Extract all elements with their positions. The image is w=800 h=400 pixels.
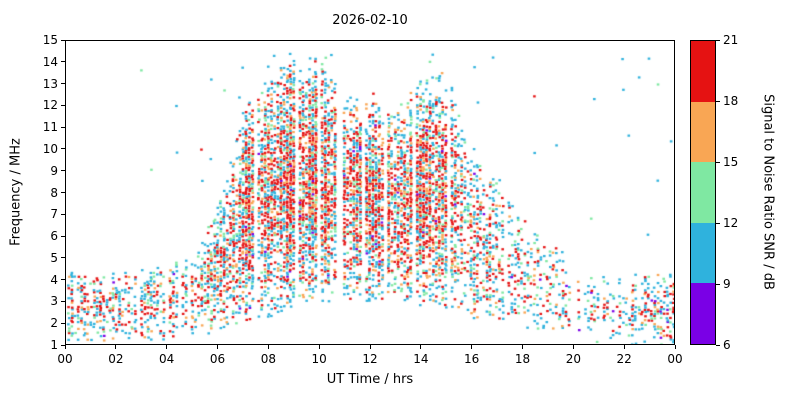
x-tick-label: 22 — [616, 352, 632, 366]
y-tick-mark — [61, 279, 65, 281]
colorbar-tick-label: 6 — [723, 338, 731, 352]
y-tick-label: 10 — [42, 141, 58, 156]
y-tick-mark — [61, 300, 65, 302]
colorbar-segment-purple — [691, 283, 715, 344]
y-tick-label: 14 — [42, 54, 58, 69]
x-tick-mark — [64, 345, 66, 349]
x-tick-label: 02 — [108, 352, 124, 366]
colorbar-tick-label: 9 — [723, 277, 731, 291]
y-axis-label: Frequency / MHz — [8, 138, 24, 246]
colorbar-tick-mark — [716, 344, 720, 346]
y-tick-label: 1 — [50, 338, 58, 352]
y-tick-mark — [61, 344, 65, 346]
x-tick-label: 20 — [565, 352, 581, 366]
colorbar-tick-label: 21 — [723, 33, 739, 47]
y-tick-mark — [61, 104, 65, 106]
y-tick-mark — [61, 170, 65, 172]
y-tick-label: 6 — [50, 229, 58, 244]
x-tick-label: 00 — [57, 352, 73, 366]
chart-title: 2026-02-10 — [332, 13, 408, 28]
y-tick-label: 7 — [50, 207, 58, 222]
x-tick-label: 08 — [260, 352, 276, 366]
x-tick-mark — [267, 345, 269, 349]
x-tick-mark — [318, 345, 320, 349]
y-tick-label: 11 — [42, 120, 58, 135]
x-tick-mark — [420, 345, 422, 349]
colorbar-segment-red — [691, 41, 715, 102]
y-tick-label: 8 — [50, 185, 58, 200]
y-tick-mark — [61, 61, 65, 63]
colorbar-tick-label: 15 — [723, 155, 739, 169]
colorbar-tick-mark — [716, 161, 720, 163]
y-tick-label: 15 — [42, 33, 58, 47]
scatter-points-canvas — [66, 41, 674, 344]
colorbar-segment-orange — [691, 101, 715, 163]
y-tick-label: 13 — [42, 76, 58, 91]
x-tick-label: 14 — [413, 352, 429, 366]
y-tick-label: 4 — [50, 272, 58, 287]
colorbar-tick-mark — [716, 283, 720, 285]
x-tick-mark — [115, 345, 117, 349]
x-tick-mark — [674, 345, 676, 349]
y-tick-label: 5 — [50, 250, 58, 265]
y-tick-mark — [61, 235, 65, 237]
x-tick-label: 16 — [464, 352, 480, 366]
x-tick-label: 12 — [362, 352, 378, 366]
x-tick-mark — [369, 345, 371, 349]
x-tick-label: 00 — [667, 352, 683, 366]
y-tick-label: 2 — [50, 316, 58, 331]
x-tick-label: 04 — [159, 352, 175, 366]
y-tick-mark — [61, 257, 65, 259]
y-tick-label: 12 — [42, 98, 58, 113]
y-tick-mark — [61, 213, 65, 215]
colorbar-tick-label: 12 — [723, 216, 739, 230]
colorbar — [690, 40, 716, 345]
y-tick-mark — [61, 148, 65, 150]
x-axis-label: UT Time / hrs — [326, 372, 414, 387]
colorbar-tick-mark — [716, 222, 720, 224]
colorbar-tick-mark — [716, 100, 720, 102]
y-tick-mark — [61, 39, 65, 41]
x-tick-label: 18 — [514, 352, 531, 366]
x-tick-mark — [471, 345, 473, 349]
x-tick-label: 06 — [209, 352, 226, 366]
colorbar-label: Signal to Noise Ratio SNR / dB — [760, 94, 776, 290]
colorbar-segment-cyan — [691, 222, 715, 284]
y-tick-label: 3 — [50, 294, 58, 309]
x-tick-mark — [166, 345, 168, 349]
y-tick-label: 9 — [50, 163, 58, 178]
x-tick-label: 10 — [311, 352, 327, 366]
colorbar-segment-green — [691, 162, 715, 223]
x-tick-mark — [623, 345, 625, 349]
y-tick-mark — [61, 83, 65, 85]
colorbar-tick-label: 18 — [723, 94, 739, 108]
x-tick-mark — [572, 345, 574, 349]
x-tick-mark — [522, 345, 523, 349]
y-tick-mark — [61, 322, 65, 324]
plot-area — [65, 40, 675, 345]
colorbar-tick-mark — [716, 39, 720, 41]
y-tick-mark — [61, 126, 65, 128]
x-tick-mark — [217, 345, 218, 349]
y-tick-mark — [61, 192, 65, 193]
